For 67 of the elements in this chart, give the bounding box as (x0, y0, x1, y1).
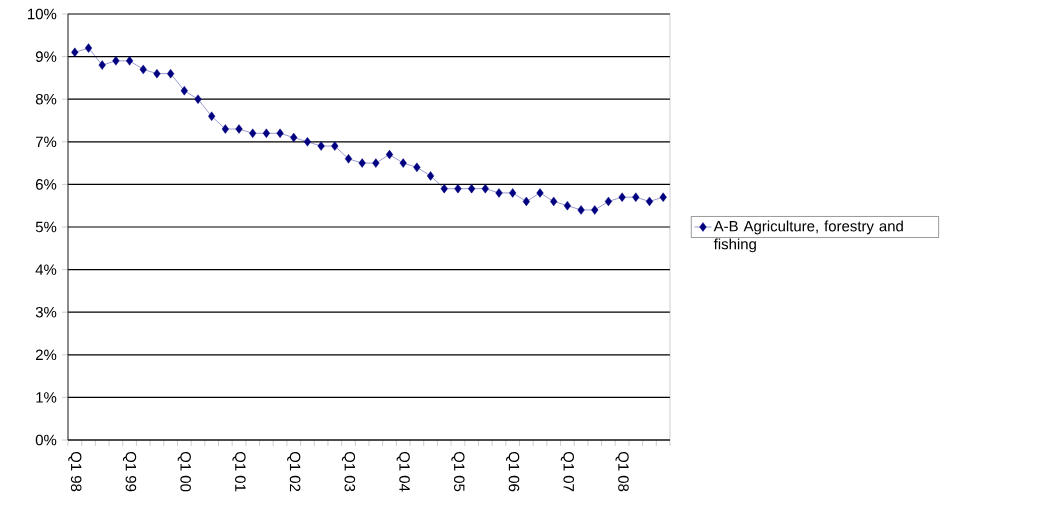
point (413, 162, 421, 173)
y-tick-label: 2% (35, 349, 57, 361)
point (221, 124, 229, 134)
x-tick-label: Q1 05 (451, 451, 465, 492)
x-tick-label: Q1 00 (177, 451, 191, 492)
point (522, 196, 530, 207)
x-tick-label: Q1 04 (396, 451, 410, 492)
x-tick-label: Q1 08 (615, 451, 629, 492)
point (71, 47, 79, 58)
y-tick-label: 3% (35, 306, 57, 318)
point (208, 111, 216, 121)
x-tick-label: Q1 06 (506, 451, 520, 492)
point (167, 68, 175, 79)
y-tick-label: 5% (35, 221, 57, 233)
point (358, 158, 366, 168)
y-tick-label: 10% (28, 8, 57, 20)
x-tick-label: Q1 07 (560, 451, 575, 492)
point (427, 171, 435, 181)
point (481, 183, 489, 194)
point (126, 56, 134, 66)
x-tick-label: Q1 98 (68, 451, 82, 492)
y-tick-label: 6% (35, 179, 57, 190)
point (290, 132, 298, 143)
point (153, 68, 161, 79)
point (317, 141, 325, 151)
point (440, 183, 448, 194)
point (468, 183, 476, 194)
legend-label: A-B Agriculture, forestry and fishing (713, 220, 903, 253)
point (249, 128, 257, 138)
point (495, 188, 503, 198)
y-tick-label: 8% (35, 93, 57, 105)
point (509, 188, 517, 198)
x-tick-label: Q1 99 (122, 451, 137, 492)
point (618, 192, 626, 202)
point (632, 192, 640, 202)
point (344, 154, 353, 164)
point (180, 85, 188, 96)
point (98, 60, 106, 70)
point (604, 196, 613, 207)
y-tick-label: 1% (36, 392, 57, 403)
point (84, 43, 93, 53)
x-tick-label: Q1 01 (232, 451, 246, 492)
point (454, 183, 462, 194)
point (262, 128, 270, 138)
point (194, 94, 202, 104)
point (235, 124, 243, 134)
point (563, 201, 571, 211)
point (659, 192, 667, 202)
point (577, 205, 585, 215)
point (303, 137, 312, 147)
y-tick-label: 0% (35, 434, 57, 446)
y-tick-label: 7% (35, 136, 57, 148)
point (331, 141, 339, 151)
point (385, 149, 394, 160)
y-tick-label: 4% (35, 264, 57, 275)
point (112, 56, 120, 66)
x-tick-label: Q1 03 (341, 451, 356, 492)
x-tick-label: Q1 02 (287, 451, 301, 492)
point (276, 128, 284, 138)
point (372, 158, 380, 168)
point (550, 196, 558, 207)
point (139, 64, 147, 75)
point (536, 188, 544, 198)
point (399, 158, 407, 168)
y-tick-label: 9% (35, 51, 57, 62)
point (645, 196, 654, 207)
point (591, 205, 599, 215)
